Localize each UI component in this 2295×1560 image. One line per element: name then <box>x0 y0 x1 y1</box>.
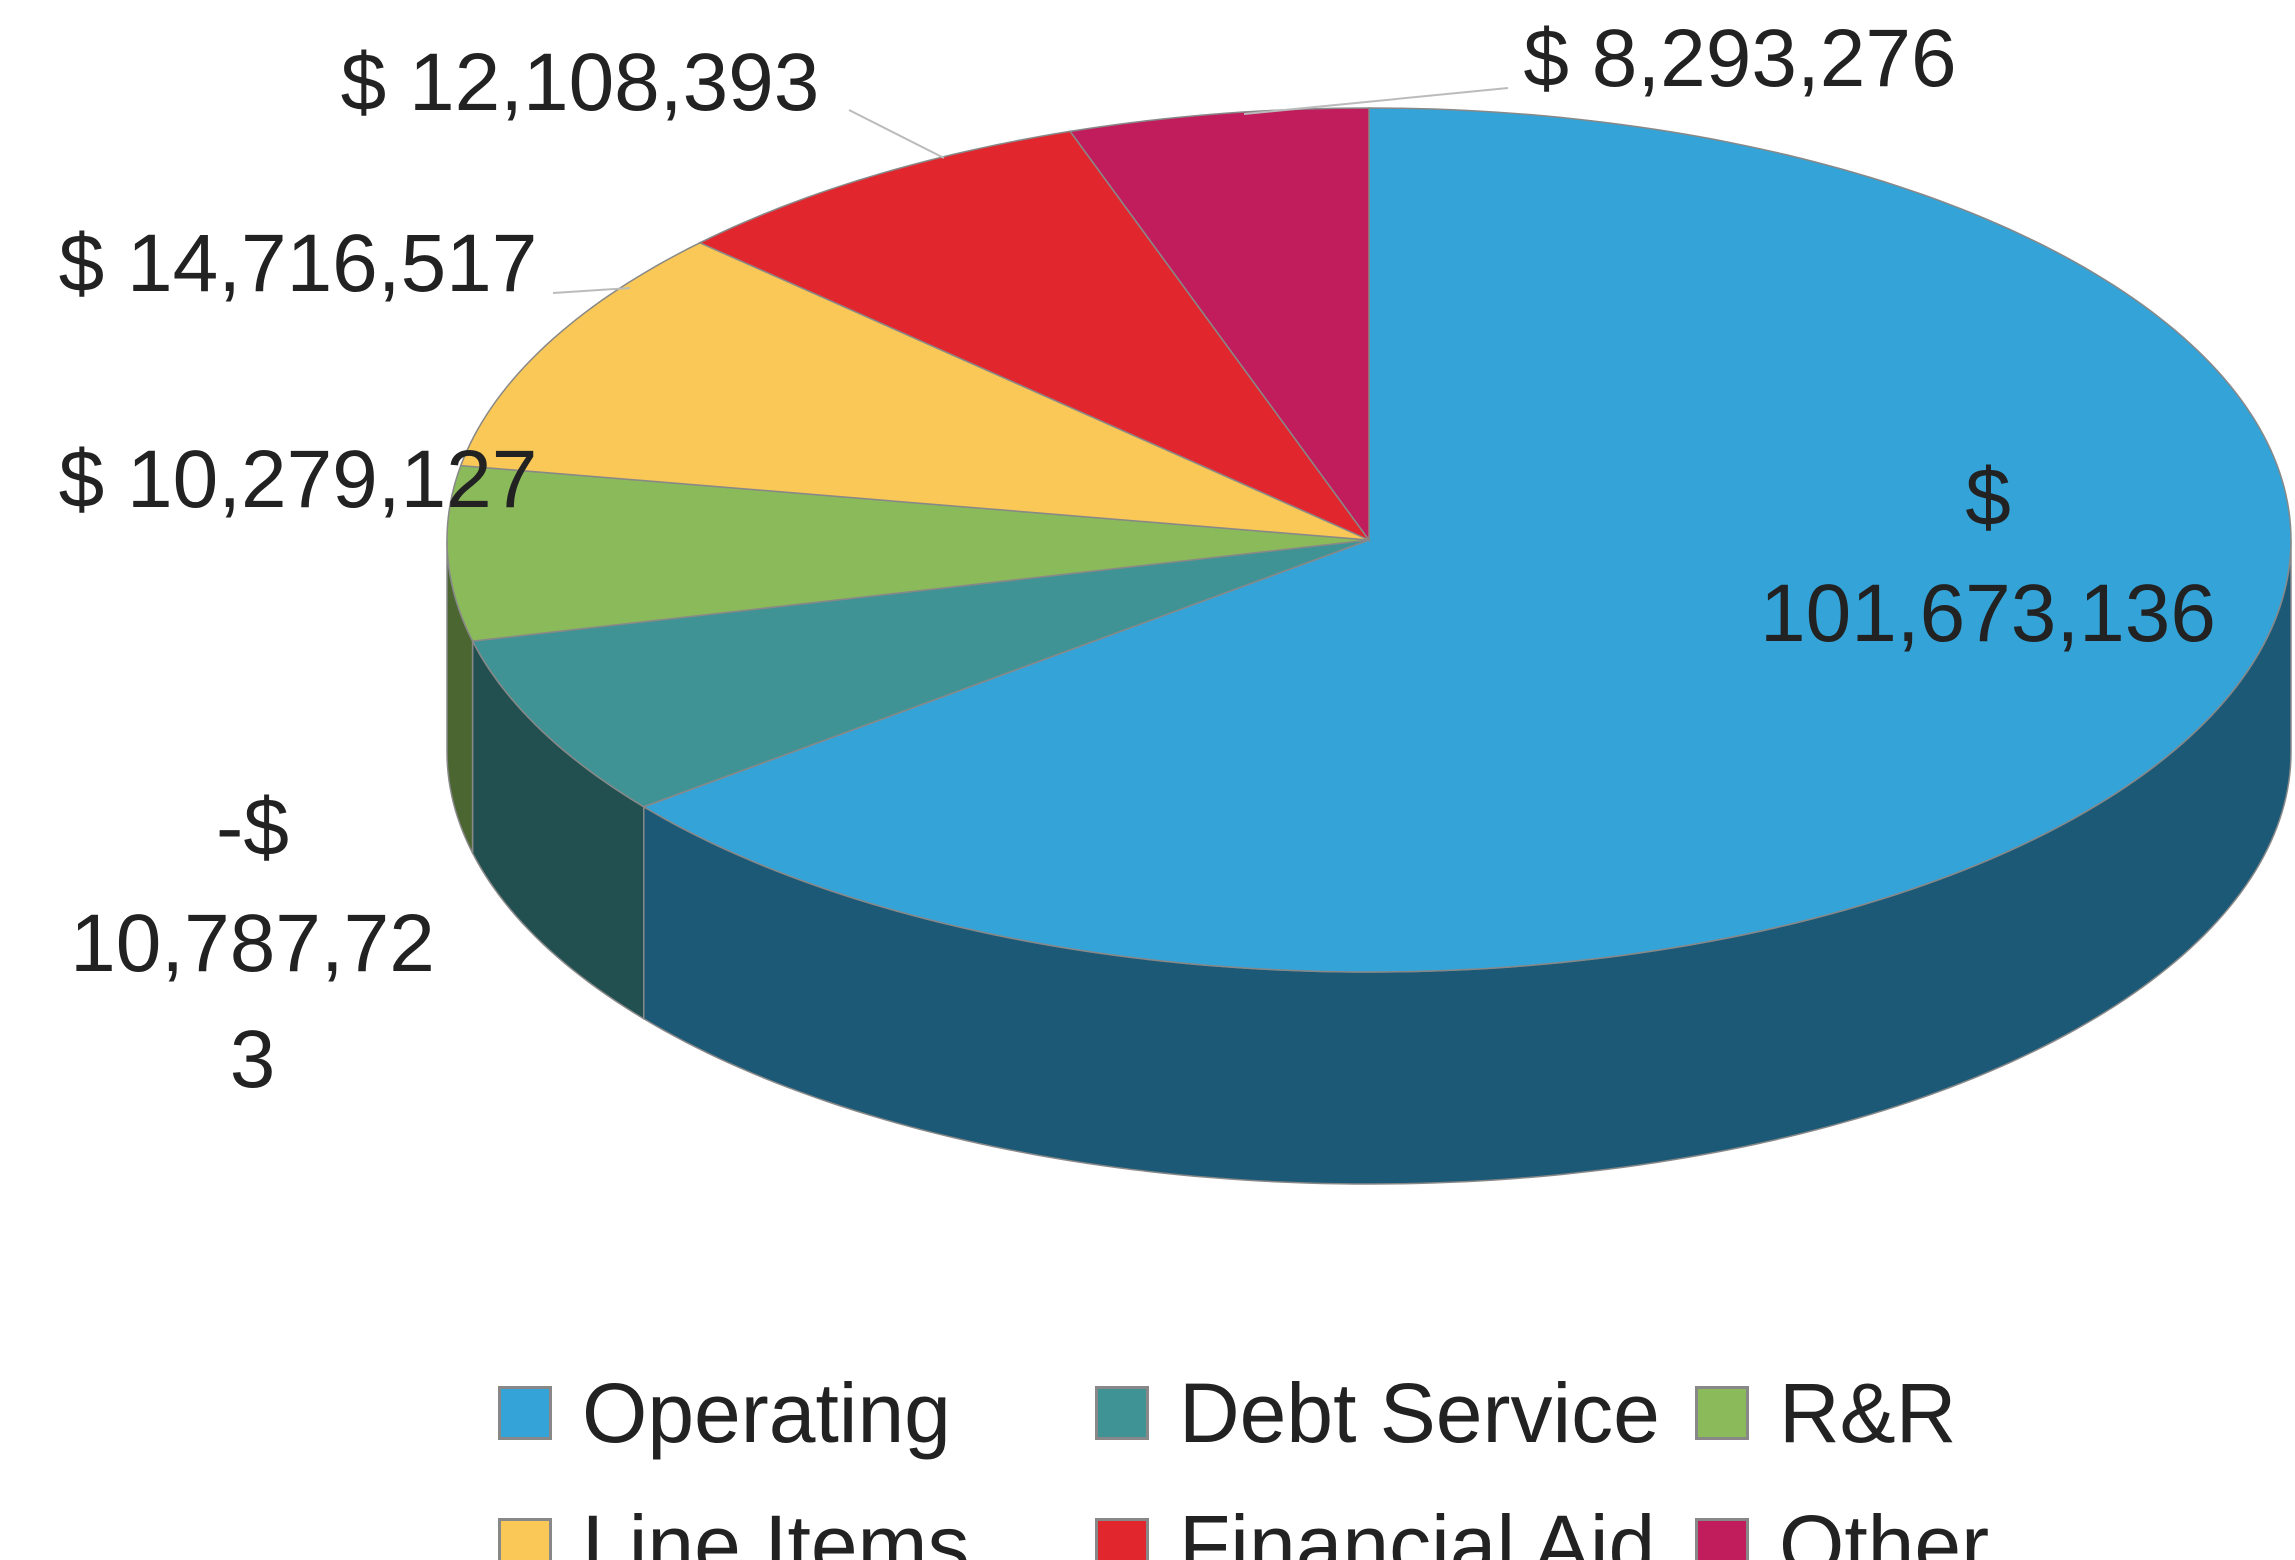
leader-line <box>552 287 631 294</box>
data-label: $ 12,108,393 <box>340 37 820 128</box>
pie-slice <box>471 539 1370 808</box>
pie-slice <box>1068 107 1370 543</box>
legend-label: Financial Aid <box>1179 1498 1656 1560</box>
leader-line <box>848 109 945 159</box>
legend-swatch <box>1695 1386 1749 1440</box>
data-label: $ 14,716,517 <box>58 218 538 309</box>
legend-swatch <box>1095 1386 1149 1440</box>
pie-slice <box>642 107 2292 973</box>
legend-label: R&R <box>1779 1366 1957 1460</box>
data-label: -$ 10,787,723 <box>70 782 435 1105</box>
legend-swatch <box>498 1386 552 1440</box>
legend-label: Line Items <box>582 1498 970 1560</box>
data-label: $ 8,293,276 <box>1523 13 1957 104</box>
legend-label: Debt Service <box>1179 1366 1660 1460</box>
data-label: $ 10,279,127 <box>58 434 538 525</box>
pie-slice <box>459 241 1370 541</box>
data-label: $ 101,673,136 <box>1759 452 2216 659</box>
legend-label: Other <box>1779 1498 1990 1560</box>
leader-line <box>1243 87 1509 115</box>
pie-slice <box>698 130 1372 542</box>
legend-swatch <box>1695 1518 1749 1560</box>
legend-swatch <box>1095 1518 1149 1560</box>
legend-swatch <box>498 1518 552 1560</box>
pie-slice <box>446 464 1370 642</box>
legend-label: Operating <box>582 1366 951 1460</box>
